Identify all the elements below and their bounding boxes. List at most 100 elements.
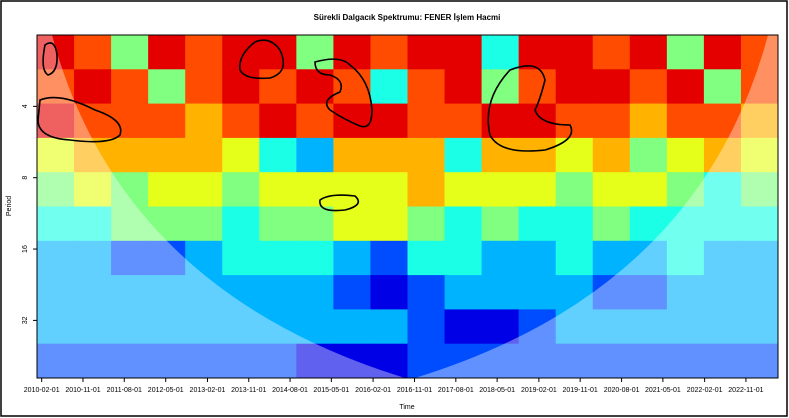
heatmap-cell	[333, 275, 371, 310]
heatmap-cell	[370, 309, 408, 344]
heatmap-cell	[185, 104, 223, 139]
heatmap-cell	[370, 104, 408, 139]
heatmap-cell	[519, 275, 557, 310]
x-tick-label: 2020-08-01	[604, 387, 640, 394]
heatmap-cell	[667, 104, 705, 139]
heatmap-cell	[519, 241, 557, 276]
x-tick-label: 2015-05-01	[313, 387, 349, 394]
heatmap-cell	[408, 104, 446, 139]
heatmap-cell	[445, 275, 483, 310]
heatmap-cell	[222, 207, 260, 242]
heatmap-cell	[370, 35, 408, 70]
heatmap-cell	[111, 138, 149, 173]
heatmap-cell	[370, 172, 408, 207]
heatmap-cell	[222, 138, 260, 173]
heatmap-cell	[593, 172, 631, 207]
heatmap-cell	[148, 69, 186, 104]
heatmap-cell	[148, 172, 186, 207]
heatmap-cell	[630, 104, 668, 139]
heatmap-cell	[148, 35, 186, 70]
heatmap-cell	[445, 104, 483, 139]
x-tick-label: 2019-11-01	[563, 387, 598, 394]
y-axis-label: Period	[6, 196, 13, 216]
heatmap-cell	[259, 138, 297, 173]
heatmap-cell	[593, 69, 631, 104]
heatmap-cell	[111, 35, 149, 70]
heatmap-cell	[408, 309, 446, 344]
heatmap-cell	[519, 69, 557, 104]
heatmap-cell	[333, 241, 371, 276]
heatmap-cell	[74, 35, 112, 70]
heatmap-cell	[482, 172, 520, 207]
heatmap-cell	[222, 172, 260, 207]
heatmap-cell	[556, 35, 594, 70]
heatmap-cell	[556, 69, 594, 104]
x-tick-label: 2014-08-01	[272, 387, 308, 394]
heatmap-cell	[333, 138, 371, 173]
heatmap-cell	[370, 275, 408, 310]
heatmap-cell	[259, 172, 297, 207]
heatmap-cell	[408, 35, 446, 70]
heatmap-cell	[408, 207, 446, 242]
heatmap-cell	[185, 69, 223, 104]
heatmap-cell	[222, 35, 260, 70]
x-tick-label: 2012-05-01	[148, 387, 184, 394]
heatmap-cell	[519, 207, 557, 242]
heatmap-cell	[593, 207, 631, 242]
heatmap-cell	[333, 104, 371, 139]
heatmap-cell	[185, 138, 223, 173]
heatmap-cell	[333, 69, 371, 104]
heatmap-cell	[370, 207, 408, 242]
heatmap-cell	[704, 35, 742, 70]
heatmap-cell	[333, 172, 371, 207]
x-tick-label: 2021-05-01	[645, 387, 681, 394]
heatmap-cell	[296, 172, 334, 207]
x-tick-label: 2016-11-01	[397, 387, 432, 394]
heatmap-cell	[630, 35, 668, 70]
heatmap-cell	[445, 35, 483, 70]
heatmap-cell	[630, 138, 668, 173]
heatmap-cell	[482, 309, 520, 344]
heatmap-cell	[519, 138, 557, 173]
heatmap-cell	[148, 104, 186, 139]
chart: Sürekli Dalgacık Spektrumu: FENER İşlem …	[0, 0, 789, 418]
y-tick-label: 8	[22, 176, 29, 180]
heatmap-cell	[482, 104, 520, 139]
heatmap-cell	[556, 207, 594, 242]
heatmap-cell	[185, 35, 223, 70]
heatmap-cell	[630, 172, 668, 207]
heatmap-cell	[445, 309, 483, 344]
heatmap-cell	[482, 207, 520, 242]
heatmap-cell	[667, 35, 705, 70]
heatmap-cell	[445, 207, 483, 242]
heatmap-cell	[408, 172, 446, 207]
heatmap-cell	[408, 138, 446, 173]
heatmap-cell	[519, 35, 557, 70]
heatmap-cell	[593, 138, 631, 173]
heatmap-cell	[74, 69, 112, 104]
heatmap-cell	[259, 104, 297, 139]
heatmap-cell	[482, 69, 520, 104]
x-tick-label: 2017-08-01	[438, 387, 474, 394]
heatmap-cell	[667, 138, 705, 173]
x-tick-label: 2013-02-01	[190, 387, 226, 394]
heatmap-cell	[445, 172, 483, 207]
heatmap-cell	[333, 207, 371, 242]
heatmap-cell	[259, 207, 297, 242]
heatmap-cell	[222, 69, 260, 104]
heatmap-cell	[370, 69, 408, 104]
x-axis-label: Time	[399, 404, 414, 411]
heatmap-cell	[445, 241, 483, 276]
x-tick-label: 2018-05-01	[479, 387, 515, 394]
heatmap-cell	[630, 69, 668, 104]
heatmap-cell	[482, 138, 520, 173]
heatmap-cell	[111, 69, 149, 104]
heatmap-cell	[704, 69, 742, 104]
x-tick-label: 2022-11-01	[728, 387, 763, 394]
heatmap-cell	[222, 241, 260, 276]
heatmap-cell	[408, 241, 446, 276]
heatmap-cell	[296, 241, 334, 276]
heatmap-cell	[408, 69, 446, 104]
heatmap-cell	[259, 275, 297, 310]
y-tick-label: 4	[22, 104, 29, 108]
